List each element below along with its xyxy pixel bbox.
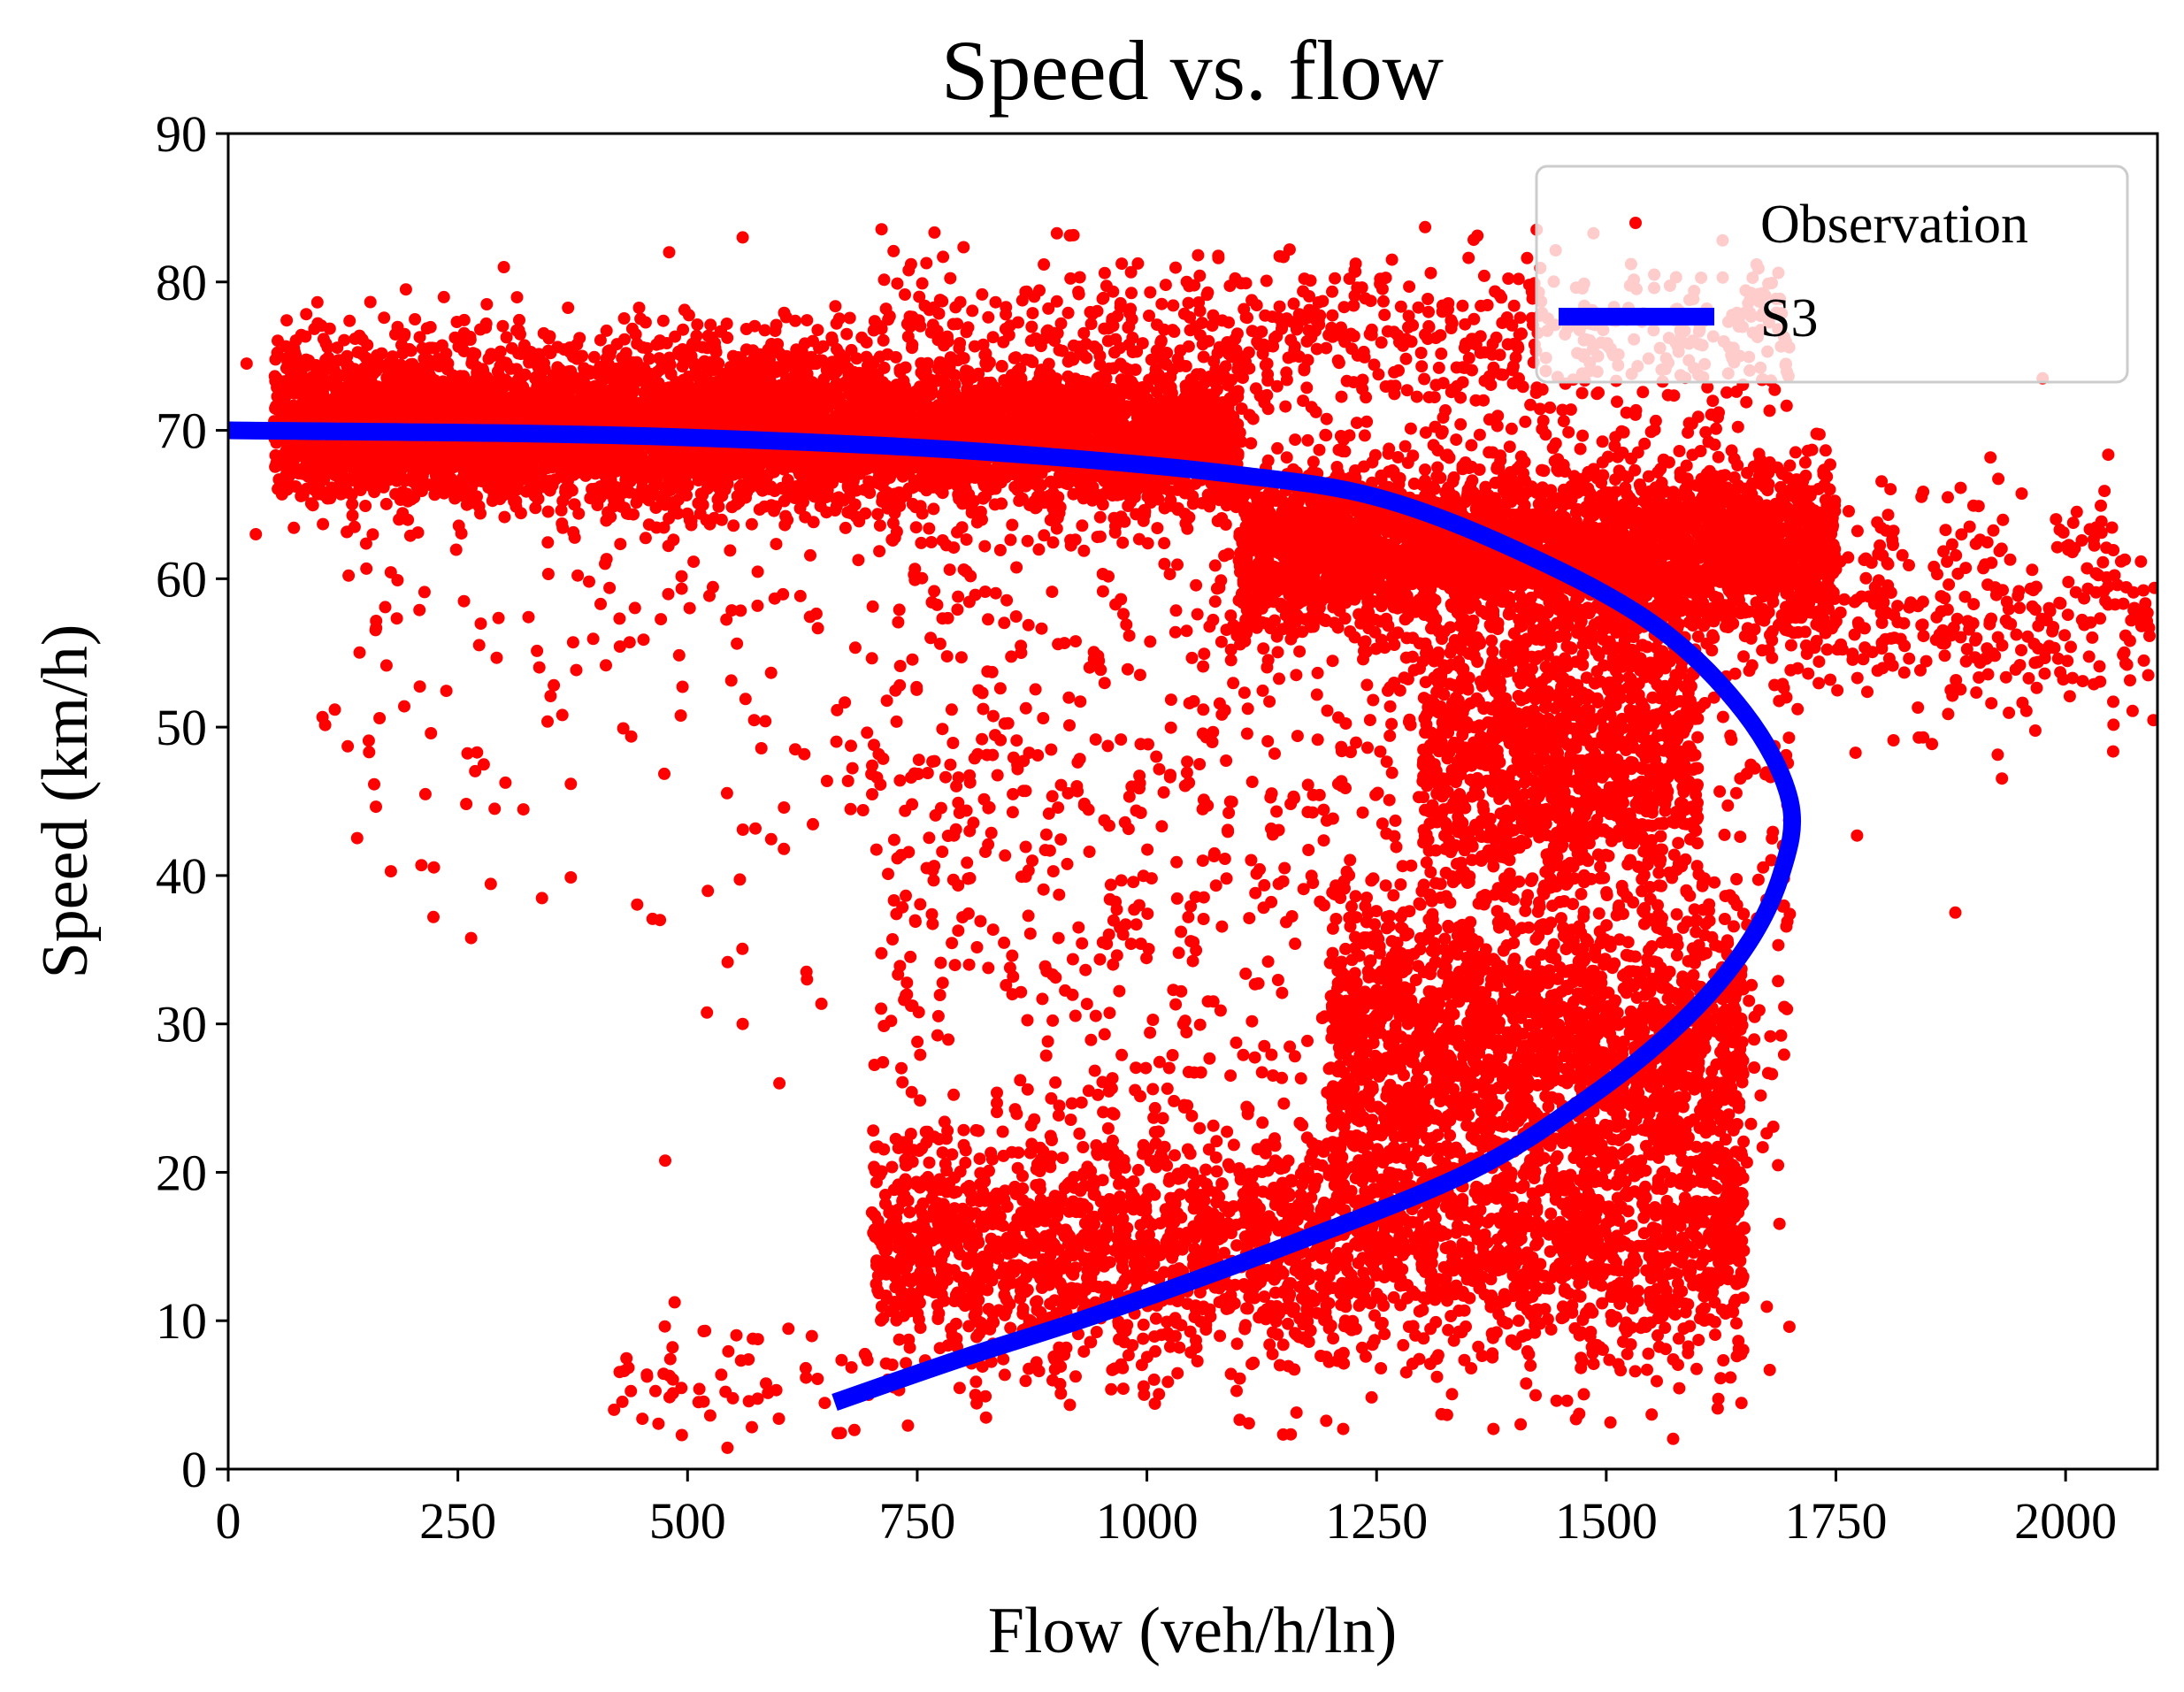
- observation-point: [393, 513, 406, 526]
- observation-point: [1165, 387, 1178, 400]
- observation-point: [1024, 433, 1038, 447]
- observation-point: [840, 327, 854, 341]
- chart-title: Speed vs. flow: [941, 23, 1444, 118]
- observation-point: [808, 452, 820, 465]
- observation-point: [498, 510, 511, 524]
- observation-point: [346, 497, 359, 510]
- observation-point: [767, 465, 780, 479]
- observation-point: [541, 505, 555, 518]
- observation-point: [658, 493, 671, 506]
- observation-point: [1098, 435, 1111, 448]
- observation-point: [529, 501, 542, 515]
- observation-point: [1053, 507, 1066, 519]
- observation-point: [514, 507, 527, 520]
- observation-point: [961, 383, 974, 396]
- observation-point: [839, 521, 852, 534]
- observation-point: [1148, 425, 1161, 439]
- observation-point: [379, 497, 393, 510]
- observation-point: [753, 503, 766, 517]
- observation-point: [927, 502, 940, 516]
- observation-point: [908, 476, 922, 489]
- observation-point: [907, 399, 920, 412]
- observation-point: [532, 475, 545, 488]
- observation-point: [768, 504, 780, 517]
- observation-point: [930, 471, 943, 485]
- observation-point: [867, 476, 880, 489]
- observation-point: [829, 504, 842, 517]
- observation-point: [269, 460, 282, 473]
- observation-point: [1033, 466, 1046, 479]
- observation-point: [548, 473, 562, 486]
- observation-point: [339, 486, 352, 499]
- observation-point: [871, 508, 885, 521]
- observation-point: [340, 471, 353, 485]
- observation-point: [627, 508, 640, 521]
- observation-point: [1116, 536, 1130, 549]
- observation-point: [541, 536, 555, 549]
- observation-point: [1188, 395, 1201, 409]
- observation-point: [1035, 479, 1048, 492]
- observation-point: [359, 500, 372, 512]
- observation-point: [1186, 490, 1199, 502]
- observation-point: [449, 543, 463, 556]
- observation-point: [618, 501, 631, 515]
- observation-point: [382, 473, 395, 486]
- observation-point: [1141, 537, 1154, 550]
- observation-point: [317, 517, 330, 531]
- observation-point: [797, 490, 810, 503]
- observation-point: [559, 482, 572, 495]
- observation-point: [594, 491, 607, 504]
- observation-point: [567, 525, 580, 539]
- observation-point: [1145, 442, 1158, 456]
- observation-point: [1138, 503, 1151, 517]
- observation-point: [727, 519, 740, 532]
- observation-point: [272, 482, 285, 495]
- observation-point: [919, 479, 932, 492]
- observation-point: [318, 473, 331, 486]
- observation-point: [346, 509, 359, 522]
- observation-point: [369, 459, 382, 472]
- observation-point: [326, 453, 340, 466]
- observation-point: [314, 456, 327, 469]
- observation-point: [650, 448, 663, 461]
- observation-point: [448, 492, 462, 505]
- observation-point: [514, 446, 527, 459]
- observation-point: [555, 503, 568, 517]
- observation-point: [1013, 494, 1026, 508]
- observation-point: [1100, 485, 1114, 498]
- observation-point: [472, 500, 486, 513]
- observation-point: [1006, 518, 1019, 532]
- observation-point: [618, 483, 632, 496]
- observation-point: [977, 492, 990, 505]
- observation-point: [859, 507, 872, 520]
- observation-series: [240, 220, 2157, 1454]
- observation-point: [923, 522, 936, 535]
- observation-point: [296, 488, 310, 501]
- observation-point: [778, 518, 792, 532]
- observation-point: [764, 480, 778, 494]
- observation-point: [642, 494, 655, 507]
- observation-point: [845, 504, 858, 517]
- observation-point: [808, 479, 822, 492]
- observation-point: [460, 491, 473, 504]
- observation-point: [897, 407, 910, 420]
- observation-point: [556, 521, 570, 534]
- observation-point: [280, 473, 293, 486]
- observation-point: [1054, 429, 1068, 441]
- observation-point: [1189, 477, 1202, 490]
- observation-point: [1052, 491, 1065, 504]
- observation-point: [287, 521, 301, 534]
- observation-point: [357, 461, 371, 474]
- observation-point: [1231, 449, 1245, 463]
